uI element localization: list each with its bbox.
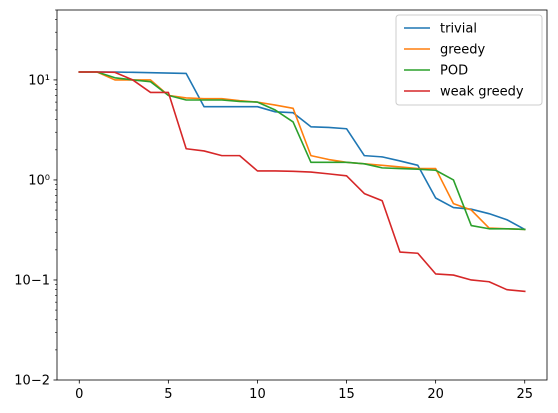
y-tick-label: 10−2 <box>14 374 50 389</box>
plot-lines <box>78 71 526 293</box>
axes-frame <box>56 9 548 381</box>
legend-box <box>395 14 543 106</box>
x-tick-label: 5 <box>164 387 172 402</box>
x-tick-label: 0 <box>75 387 83 402</box>
x-axis-ticks: 0 5 10 15 20 25 <box>75 380 533 402</box>
y-tick-label: 10¹ <box>28 73 50 88</box>
series-line-greedy <box>78 71 526 231</box>
legend-label: greedy <box>440 43 486 58</box>
x-tick-label: 15 <box>338 387 355 402</box>
legend-label: trivial <box>440 22 477 37</box>
x-tick-label: 10 <box>249 387 266 402</box>
legend: trivial greedy POD weak greedy <box>395 14 543 106</box>
series-line-trivial <box>78 71 526 231</box>
y-axis-ticks: 10−2 10−1 10⁰ 10¹ <box>14 9 57 389</box>
x-tick-label: 20 <box>427 387 444 402</box>
legend-label: POD <box>440 64 468 79</box>
legend-label: weak greedy <box>440 85 524 100</box>
x-tick-label: 25 <box>516 387 533 402</box>
y-tick-label: 10⁰ <box>28 173 50 188</box>
series-line-weak-greedy <box>78 71 526 293</box>
series-line-POD <box>78 71 526 231</box>
y-tick-label: 10−1 <box>14 273 50 288</box>
